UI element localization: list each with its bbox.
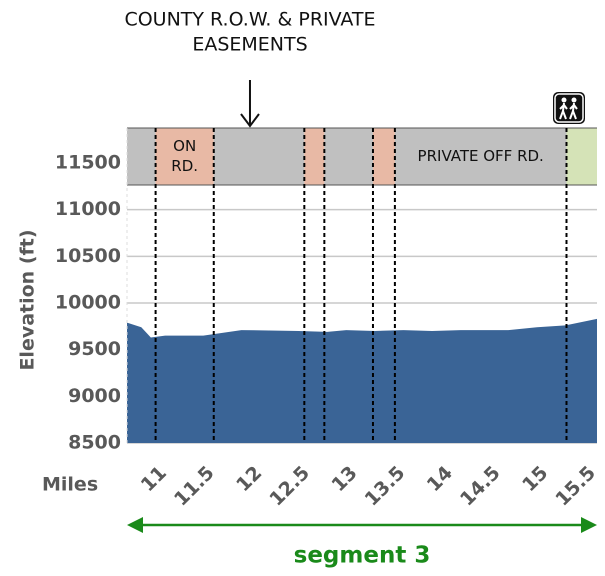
route-band — [304, 128, 325, 185]
band-label: ON — [173, 137, 196, 155]
band-label: PRIVATE OFF RD. — [418, 147, 544, 165]
x-axis-label: Miles — [42, 474, 98, 496]
x-tick-label: 11.5 — [170, 462, 219, 511]
route-band — [127, 128, 156, 185]
route-band — [372, 128, 395, 185]
segment-label: segment 3 — [294, 543, 431, 569]
x-tick-label: 12 — [232, 462, 266, 496]
hiker-icon — [553, 92, 585, 124]
annotation-text: EASEMENTS — [192, 34, 307, 56]
y-tick-label: 11000 — [55, 198, 121, 220]
segment-arrow — [581, 517, 597, 533]
annotation-text: COUNTY R.O.W. & PRIVATE — [124, 9, 375, 31]
y-tick-label: 10000 — [55, 292, 121, 314]
x-tick-label: 11 — [137, 462, 171, 496]
y-tick-label: 8500 — [68, 432, 121, 454]
x-tick-label: 12.5 — [265, 462, 314, 511]
y-tick-label: 10500 — [55, 245, 121, 267]
y-tick-label: 9000 — [68, 385, 121, 407]
annotation-arrowhead — [240, 113, 260, 128]
elevation-area — [127, 318, 597, 443]
y-tick-label: 11500 — [55, 152, 121, 174]
route-band — [566, 128, 597, 185]
segment-arrow — [127, 517, 143, 533]
x-tick-label: 13.5 — [361, 462, 410, 511]
x-tick-label: 14.5 — [456, 462, 505, 511]
x-tick-label: 13 — [327, 462, 361, 496]
band-label: RD. — [171, 157, 198, 175]
x-tick-label: 15.5 — [551, 462, 600, 511]
x-tick-label: 15 — [518, 462, 552, 496]
y-tick-label: 9500 — [68, 338, 121, 360]
route-band — [213, 128, 305, 185]
route-band — [324, 128, 373, 185]
route-band — [155, 128, 214, 185]
y-axis-label: Elevation (ft) — [17, 229, 39, 370]
route-band — [394, 128, 567, 185]
x-tick-label: 14 — [423, 462, 457, 496]
